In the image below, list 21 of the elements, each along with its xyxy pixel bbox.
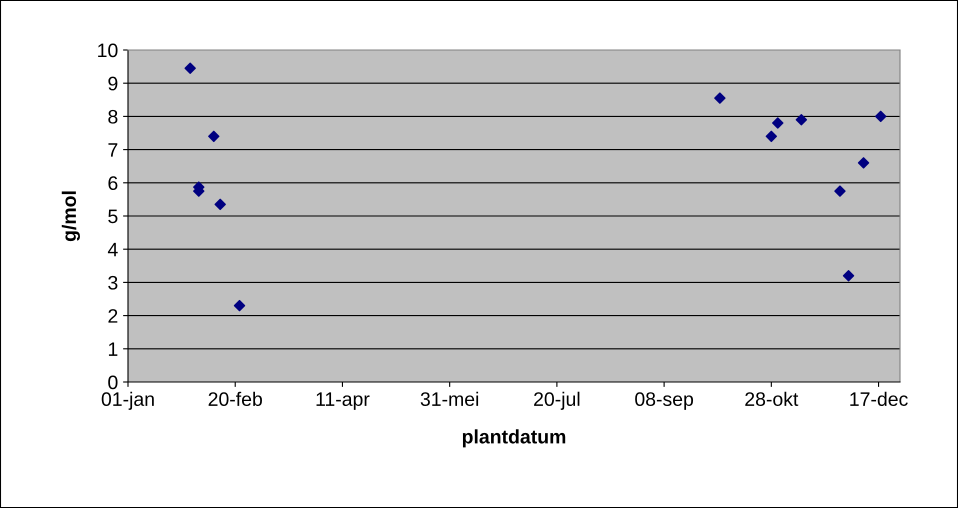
y-tick-label: 4 [108, 242, 118, 256]
x-tick-label: 01-jan [102, 392, 154, 410]
x-tick-label: 11-apr [316, 392, 370, 410]
x-axis-title: plantdatum [462, 429, 566, 448]
y-tick-label: 8 [108, 110, 118, 124]
x-tick-label: 08-sep [635, 392, 694, 410]
x-tick-label: 31-mei [420, 392, 478, 406]
y-tick-label: 0 [108, 375, 118, 390]
y-tick-label: 6 [108, 176, 118, 190]
y-tick-label: 9 [108, 76, 118, 90]
x-tick-label: 17-dec [850, 392, 908, 406]
y-tick-label: 1 [108, 342, 118, 356]
y-tick-label: 7 [108, 143, 118, 157]
y-tick-label: 3 [108, 276, 118, 290]
y-tick-label: 10 [98, 43, 118, 58]
x-tick-label: 20-feb [208, 392, 262, 406]
x-tick-label: 28-okt [745, 392, 798, 406]
y-tick-label: 5 [108, 210, 118, 224]
y-tick-label: 2 [108, 309, 118, 323]
x-tick-label: 20-jul [534, 392, 580, 410]
y-axis-title: g/mol [62, 191, 80, 242]
